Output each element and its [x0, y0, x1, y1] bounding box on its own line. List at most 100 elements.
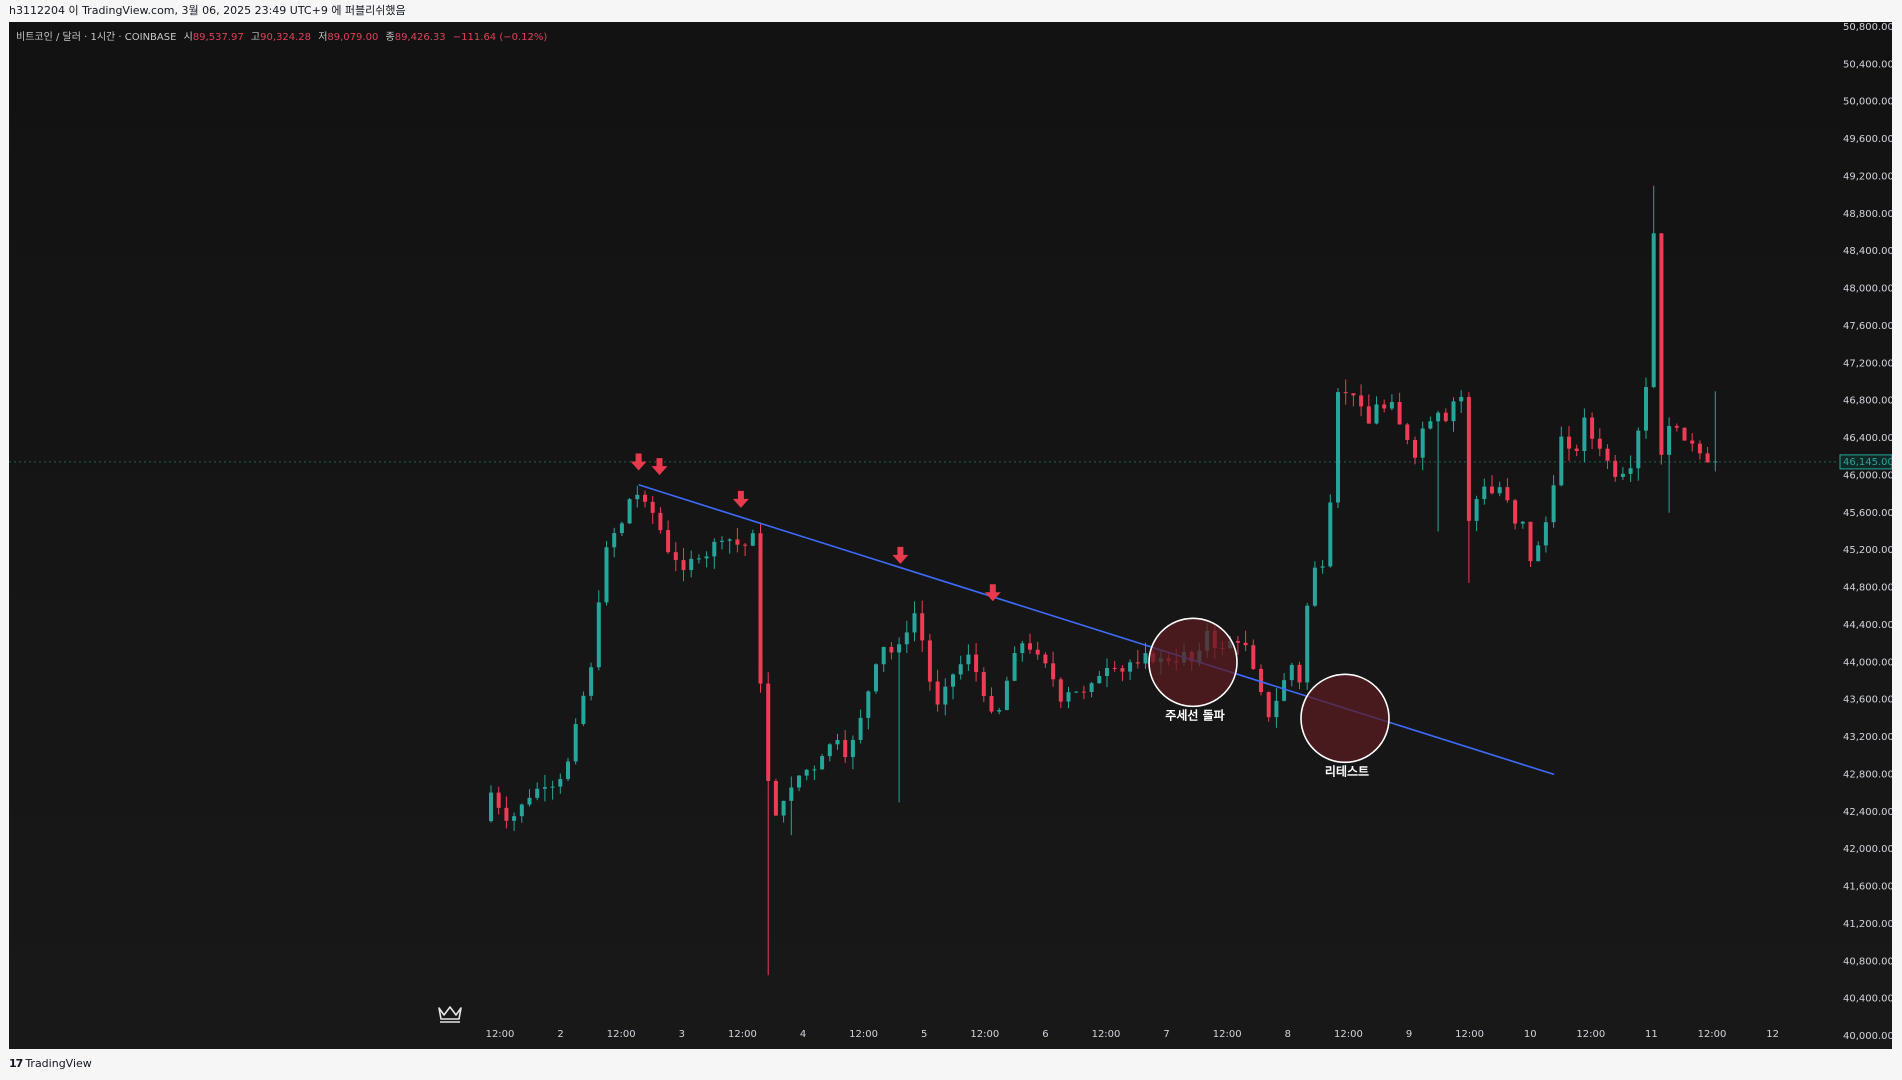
candle-body[interactable]	[1682, 427, 1687, 441]
candle-body[interactable]	[781, 800, 786, 816]
candle-body[interactable]	[1020, 643, 1025, 654]
candle-body[interactable]	[797, 775, 801, 788]
candle-body[interactable]	[1520, 521, 1525, 524]
candle-body[interactable]	[750, 533, 755, 546]
candle-body[interactable]	[858, 717, 863, 740]
candle-body[interactable]	[1559, 436, 1564, 486]
down-arrow-icon[interactable]	[651, 458, 668, 476]
candle-body[interactable]	[735, 539, 740, 545]
candle-body[interactable]	[1328, 502, 1333, 567]
candle-body[interactable]	[1374, 404, 1379, 424]
candle-body[interactable]	[943, 686, 948, 705]
candle-body[interactable]	[1436, 412, 1441, 422]
candle-body[interactable]	[1474, 499, 1479, 521]
candle-body[interactable]	[1505, 487, 1510, 501]
candle-body[interactable]	[727, 539, 732, 541]
candle-body[interactable]	[589, 667, 594, 696]
candle-body[interactable]	[1320, 566, 1325, 568]
candle-body[interactable]	[1397, 402, 1402, 425]
candle-body[interactable]	[766, 683, 771, 781]
candle-body[interactable]	[1551, 485, 1556, 523]
candle-body[interactable]	[1443, 412, 1448, 422]
down-arrow-icon[interactable]	[984, 584, 1001, 602]
candle-body[interactable]	[1667, 425, 1672, 455]
candle-body[interactable]	[1405, 424, 1410, 440]
candle-body[interactable]	[804, 769, 809, 776]
candle-body[interactable]	[920, 613, 925, 641]
candle-body[interactable]	[935, 681, 940, 705]
tradingview-brand[interactable]: 17 TradingView	[9, 1057, 92, 1070]
candle-body[interactable]	[850, 739, 855, 758]
candle-body[interactable]	[1513, 500, 1518, 524]
candle-body[interactable]	[666, 530, 671, 553]
candle-body[interactable]	[1705, 453, 1710, 463]
candle-body[interactable]	[843, 739, 848, 758]
candle-body[interactable]	[1459, 396, 1464, 402]
candle-body[interactable]	[1413, 439, 1417, 458]
candle-body[interactable]	[1097, 676, 1102, 684]
candle-body[interactable]	[951, 674, 955, 687]
candle-body[interactable]	[1266, 692, 1271, 718]
candle-body[interactable]	[958, 664, 963, 675]
candle-body[interactable]	[827, 744, 832, 757]
candle-body[interactable]	[758, 533, 763, 684]
candle-body[interactable]	[1128, 662, 1133, 672]
candle-body[interactable]	[1143, 653, 1148, 664]
symbol-legend[interactable]: 비트코인 / 달러 · 1시간 · COINBASE 시89,537.97 고9…	[16, 28, 547, 43]
candle-body[interactable]	[504, 807, 509, 821]
candle-body[interactable]	[1112, 668, 1117, 670]
candle-body[interactable]	[696, 558, 701, 560]
highlight-circle[interactable]	[1300, 673, 1390, 764]
price-axis[interactable]: 50,800.00 50,400.00 50,000.00 49,600.00 49,2…	[1839, 22, 1892, 1042]
candle-body[interactable]	[1066, 692, 1071, 702]
candle-body[interactable]	[866, 691, 871, 718]
candle-body[interactable]	[1613, 460, 1618, 477]
candle-body[interactable]	[1081, 691, 1086, 693]
candle-body[interactable]	[1574, 448, 1579, 452]
candle-body[interactable]	[550, 786, 555, 788]
candle-body[interactable]	[604, 547, 609, 603]
candle-body[interactable]	[812, 769, 817, 771]
candle-body[interactable]	[1105, 668, 1109, 677]
candle-body[interactable]	[512, 816, 517, 821]
candle-body[interactable]	[1366, 406, 1371, 424]
candle-body[interactable]	[897, 644, 902, 653]
candle-body[interactable]	[1597, 438, 1602, 449]
candle-body[interactable]	[874, 664, 878, 692]
candle-body[interactable]	[927, 640, 932, 682]
candle-body[interactable]	[1274, 700, 1279, 718]
candle-body[interactable]	[1243, 642, 1248, 646]
candle-body[interactable]	[712, 541, 717, 557]
candle-body[interactable]	[673, 552, 678, 561]
candle-body[interactable]	[558, 779, 563, 787]
candle-body[interactable]	[612, 533, 617, 548]
candle-body[interactable]	[1235, 641, 1240, 643]
candle-body[interactable]	[1028, 643, 1032, 650]
time-axis[interactable]: 12:00 2 12:00 3 12:00 4 12:00 5 12:00 6 12:00 7 12:0…	[486, 1029, 1779, 1040]
candle-body[interactable]	[1297, 664, 1302, 683]
candle-body[interactable]	[773, 780, 778, 816]
down-arrow-icon[interactable]	[630, 453, 647, 471]
candle-body[interactable]	[1282, 680, 1287, 701]
candle-body[interactable]	[489, 792, 493, 822]
candle-body[interactable]	[912, 613, 917, 633]
candle-body[interactable]	[1620, 473, 1625, 477]
candle-body[interactable]	[966, 654, 971, 665]
down-arrow-icon[interactable]	[892, 546, 909, 564]
candle-body[interactable]	[635, 494, 640, 500]
candle-body[interactable]	[527, 797, 532, 805]
candle-body[interactable]	[1259, 668, 1263, 693]
trendline[interactable]	[638, 484, 1555, 776]
candle-body[interactable]	[689, 558, 694, 571]
candle-body[interactable]	[1628, 468, 1633, 474]
candle-body[interactable]	[496, 792, 501, 808]
candle-body[interactable]	[1043, 654, 1048, 664]
candle-body[interactable]	[1536, 545, 1541, 562]
candle-body[interactable]	[566, 761, 570, 780]
candle-body[interactable]	[1428, 421, 1433, 429]
candle-body[interactable]	[650, 501, 655, 513]
candle-body[interactable]	[1135, 662, 1140, 664]
candle-body[interactable]	[1035, 649, 1040, 655]
candle-body[interactable]	[889, 646, 894, 653]
